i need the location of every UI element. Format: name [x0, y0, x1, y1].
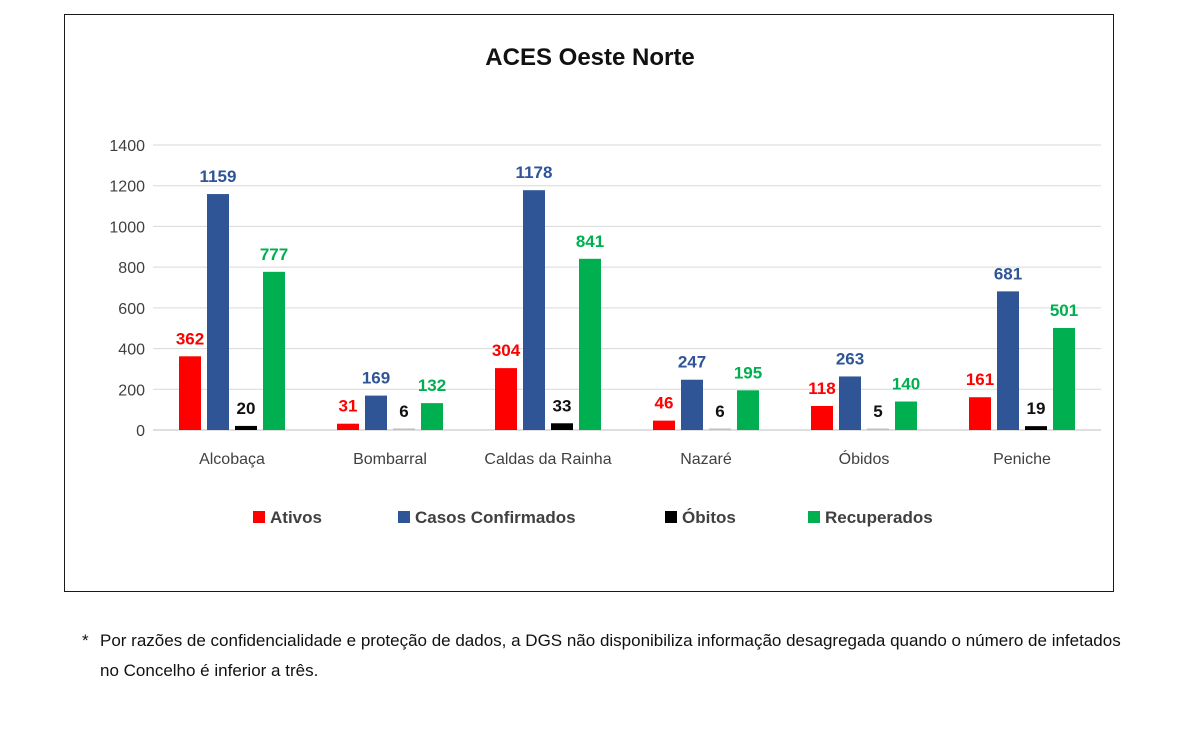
chart-title: ACES Oeste Norte: [485, 44, 694, 71]
legend: Ativos Casos Confirmados Óbitos Recuperados: [253, 508, 933, 527]
bar: [235, 425, 257, 430]
y-axis: 0 200 400 600 800 1000 1200 1400: [109, 138, 145, 440]
bar: [179, 356, 201, 430]
bar: [839, 376, 861, 430]
legend-label: Óbitos: [682, 508, 736, 527]
bar: [337, 423, 359, 430]
x-tick-label: Nazaré: [680, 451, 732, 468]
x-tick-label: Alcobaça: [199, 451, 265, 468]
bar: [365, 395, 387, 430]
y-tick-label: 400: [118, 342, 145, 359]
data-label: 263: [836, 349, 864, 368]
chart-frame: ACES Oeste Norte 0 200 400 600 800 1000 1200 14…: [64, 14, 1114, 592]
bars: [179, 190, 1075, 430]
footnote-marker: *: [82, 631, 89, 650]
y-tick-label: 1400: [109, 138, 145, 155]
footnote: * Por razões de confidencialidade e prot…: [82, 626, 1122, 686]
y-tick-label: 1000: [109, 219, 145, 236]
data-label: 5: [873, 402, 882, 421]
bar: [653, 420, 675, 430]
data-label: 501: [1050, 301, 1078, 320]
x-axis: Alcobaça Bombarral Caldas da Rainha Nazaré Ó…: [199, 449, 1051, 468]
bar: [523, 190, 545, 430]
legend-swatch: [665, 511, 677, 523]
bar: [681, 379, 703, 430]
data-label: 777: [260, 245, 288, 264]
bar: [867, 428, 889, 430]
data-label: 841: [576, 232, 604, 251]
data-label: 33: [553, 396, 572, 415]
bar: [579, 258, 601, 430]
data-label: 132: [418, 376, 446, 395]
x-tick-label: Caldas da Rainha: [484, 451, 611, 468]
legend-label: Recuperados: [825, 508, 933, 527]
data-label: 1159: [200, 167, 237, 186]
data-label: 304: [492, 341, 521, 360]
data-label: 247: [678, 353, 706, 372]
data-label: 362: [176, 329, 204, 348]
bar: [895, 401, 917, 430]
bar: [421, 403, 443, 430]
bar: [1025, 426, 1047, 430]
bar: [551, 423, 573, 430]
data-label: 19: [1027, 399, 1046, 418]
bar: [393, 428, 415, 430]
legend-swatch: [398, 511, 410, 523]
x-tick-label: Peniche: [993, 451, 1051, 468]
bar: [737, 390, 759, 430]
x-tick-label: Óbidos: [839, 449, 890, 468]
legend-swatch: [808, 511, 820, 523]
data-label: 169: [362, 369, 390, 388]
bar: [207, 194, 229, 430]
bar: [495, 368, 517, 430]
data-label: 118: [808, 379, 835, 398]
grid-lines: [153, 144, 1101, 431]
data-label: 6: [399, 402, 408, 421]
x-tick-label: Bombarral: [353, 451, 427, 468]
footnote-text: Por razões de confidencialidade e proteç…: [100, 631, 1121, 680]
data-label: 1178: [516, 163, 553, 182]
legend-label: Ativos: [270, 508, 322, 527]
bar: [263, 271, 285, 430]
data-label: 46: [655, 394, 674, 413]
data-label: 161: [966, 370, 994, 389]
bar: [811, 405, 833, 430]
data-label: 31: [339, 397, 358, 416]
y-tick-label: 800: [118, 260, 145, 277]
bar: [969, 397, 991, 430]
bar: [1053, 328, 1075, 430]
y-tick-label: 200: [118, 382, 145, 399]
bar: [997, 291, 1019, 430]
legend-swatch: [253, 511, 265, 523]
bar: [709, 428, 731, 430]
bar-chart: ACES Oeste Norte 0 200 400 600 800 1000 1200 14…: [109, 44, 1101, 527]
y-tick-label: 1200: [109, 179, 145, 196]
data-label: 681: [994, 264, 1022, 283]
y-tick-label: 0: [136, 423, 145, 440]
data-label: 140: [892, 375, 920, 394]
data-label: 195: [734, 363, 762, 382]
y-tick-label: 600: [118, 301, 145, 318]
data-label: 20: [237, 399, 256, 418]
data-label: 6: [715, 402, 724, 421]
legend-label: Casos Confirmados: [415, 508, 576, 527]
